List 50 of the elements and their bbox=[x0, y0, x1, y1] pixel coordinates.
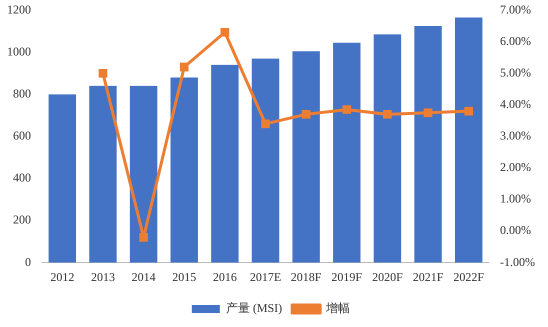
legend-label: 增幅 bbox=[325, 301, 350, 316]
y2-tick-label: 6.00% bbox=[500, 34, 532, 48]
bar bbox=[333, 42, 360, 263]
x-tick-label: 2022F bbox=[453, 270, 484, 284]
bar bbox=[170, 78, 198, 263]
x-tick-label: 2018F bbox=[290, 270, 322, 284]
y2-tick-label: 4.00% bbox=[500, 97, 532, 112]
legend-label: 产量 (MSI) bbox=[226, 301, 282, 316]
x-tick-label: 2021F bbox=[412, 270, 444, 284]
y2-tick-label: 2.00% bbox=[500, 160, 532, 174]
y-tick-label: 0 bbox=[25, 254, 31, 269]
y-tick-label: 1200 bbox=[7, 2, 31, 16]
bar bbox=[454, 18, 482, 263]
bar bbox=[374, 34, 402, 263]
y2-tick-label: 5.00% bbox=[500, 65, 532, 80]
x-tick-label: 2012 bbox=[50, 270, 74, 284]
y2-tick-label: 3.00% bbox=[500, 128, 532, 143]
point bbox=[261, 119, 270, 128]
x-tick-label: 2013 bbox=[90, 270, 115, 284]
point bbox=[383, 110, 392, 119]
y-tick-label: 200 bbox=[13, 212, 31, 227]
bar bbox=[252, 58, 280, 263]
bar bbox=[292, 51, 320, 263]
y2-tick-label: 1.00% bbox=[500, 192, 532, 206]
x-tick-label: 2019F bbox=[331, 270, 362, 284]
bar bbox=[89, 86, 117, 263]
y2-tick-label: 7.00% bbox=[500, 2, 532, 16]
x-tick-label: 2020F bbox=[372, 270, 404, 284]
y2-tick-label: -1.00% bbox=[500, 254, 536, 269]
y-tick-label: 1000 bbox=[7, 44, 31, 58]
point bbox=[342, 105, 352, 114]
y-tick-label: 800 bbox=[13, 86, 31, 100]
point bbox=[180, 62, 189, 72]
x-tick-label: 2014 bbox=[132, 270, 156, 284]
x-tick-label: 2017E bbox=[250, 270, 282, 284]
bar bbox=[48, 94, 76, 263]
point bbox=[302, 110, 310, 119]
point bbox=[139, 233, 148, 242]
point bbox=[220, 28, 230, 37]
point bbox=[424, 108, 432, 118]
y2-tick-label: 0.00% bbox=[500, 223, 532, 238]
bar bbox=[130, 86, 158, 263]
point bbox=[464, 106, 474, 116]
y-tick-label: 400 bbox=[13, 170, 31, 185]
y-tick-label: 600 bbox=[13, 128, 31, 143]
bar bbox=[414, 26, 442, 263]
x-tick-label: 2015 bbox=[172, 270, 196, 284]
point bbox=[98, 68, 108, 78]
x-tick-label: 2016 bbox=[212, 270, 237, 284]
bar bbox=[211, 64, 239, 263]
